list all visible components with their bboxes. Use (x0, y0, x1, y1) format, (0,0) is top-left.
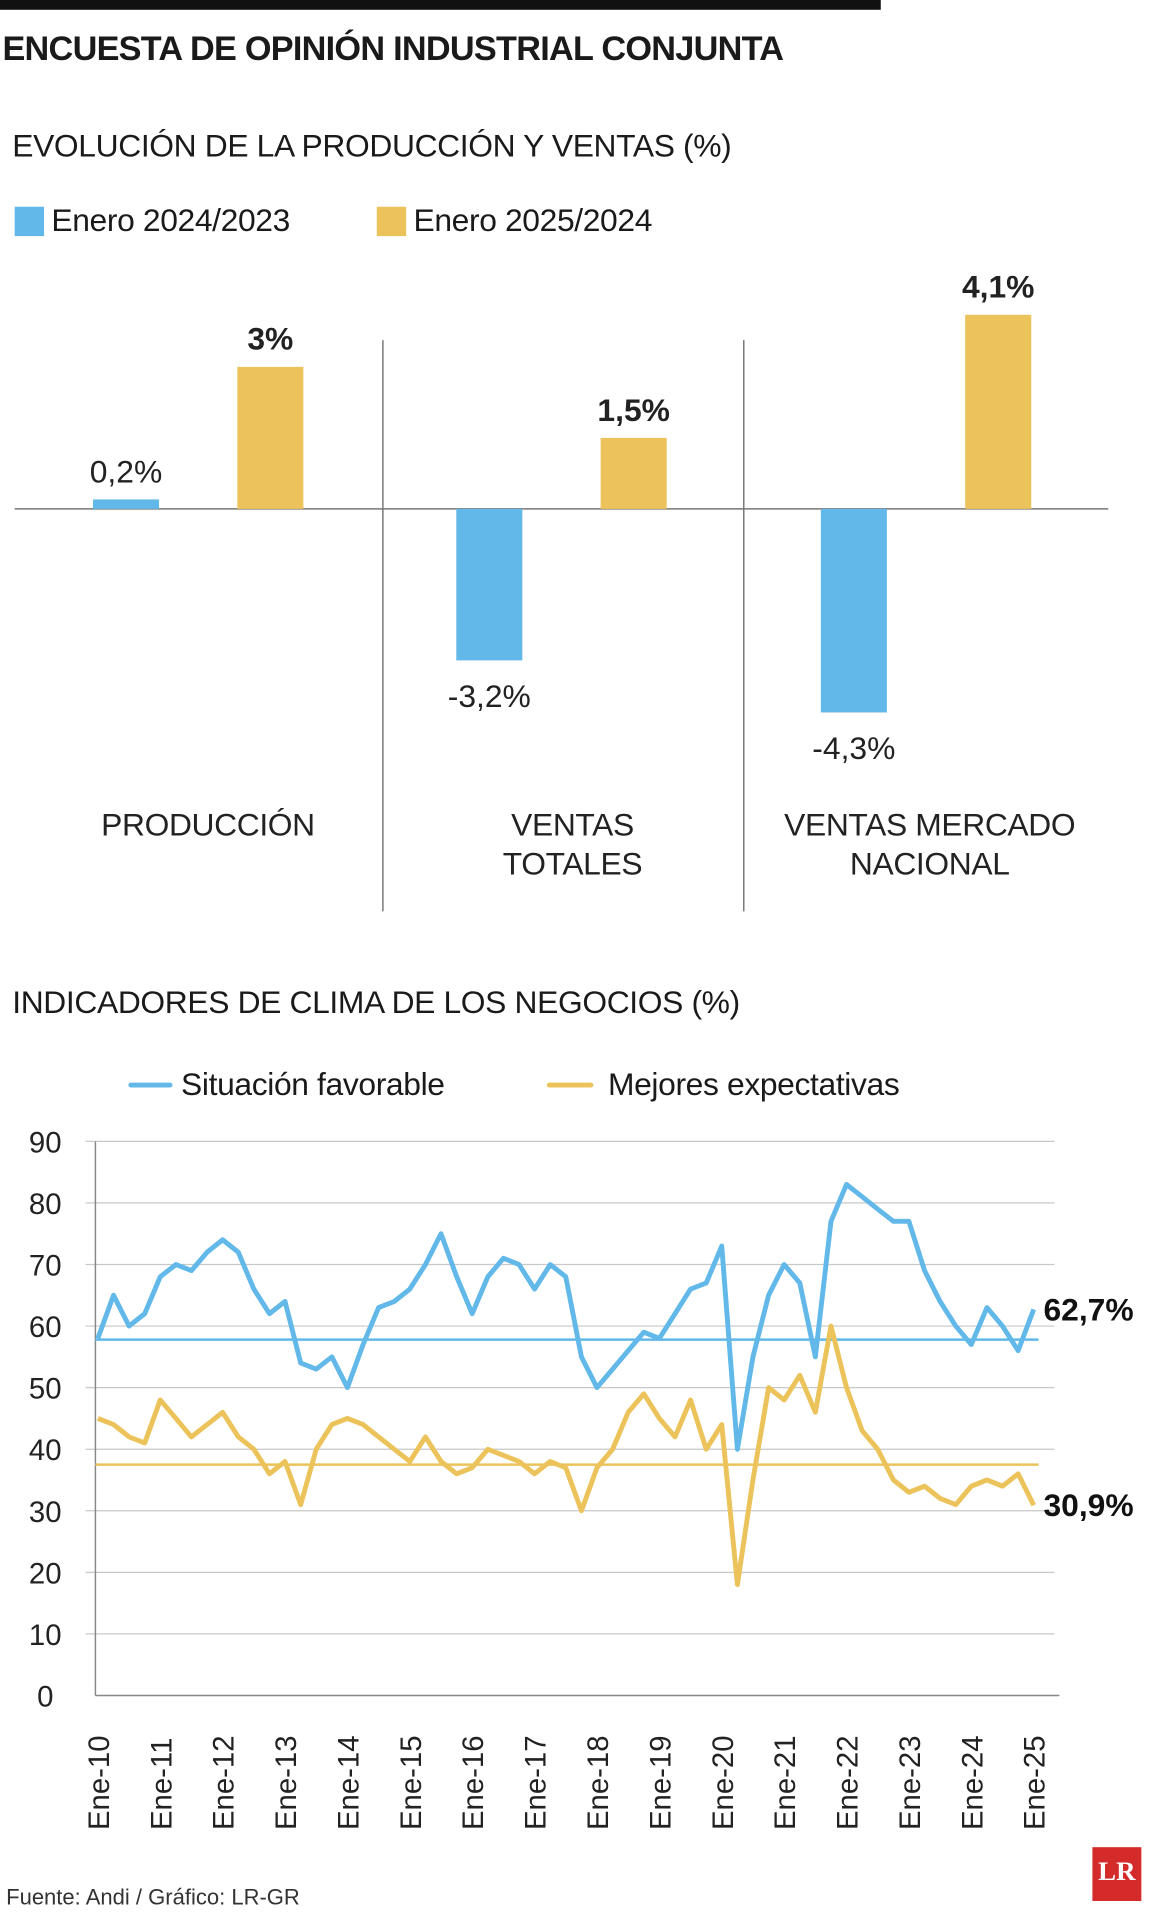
y-tick-label: 90 (29, 1126, 62, 1159)
y-tick-label: 20 (29, 1557, 62, 1590)
page-title: ENCUESTA DE OPINIÓN INDUSTRIAL CONJUNTA (2, 29, 784, 68)
x-tick-label: Ene-24 (956, 1735, 989, 1830)
x-tick-label: Ene-21 (769, 1735, 802, 1830)
y-tick-label: 70 (29, 1249, 62, 1282)
y-tick-label: 80 (29, 1188, 62, 1221)
data-label: 0,2% (90, 453, 162, 489)
source-note: Fuente: Andi / Gráfico: LR-GR (6, 1885, 300, 1910)
legend-label: Mejores expectativas (607, 1065, 900, 1103)
category-label: NACIONAL (850, 846, 1010, 882)
legend-line-blue (128, 1082, 173, 1088)
legend-label: Enero 2025/2024 (413, 201, 653, 239)
logo-text: LR (1098, 1855, 1136, 1887)
x-tick-label: Ene-10 (83, 1735, 116, 1830)
end-value-label: 62,7% (1043, 1291, 1133, 1327)
x-tick-label: Ene-13 (270, 1735, 303, 1830)
bar (92, 499, 160, 509)
x-tick-label: Ene-20 (707, 1735, 740, 1830)
end-value-label: 30,9% (1043, 1487, 1133, 1523)
x-tick-label: Ene-17 (520, 1735, 553, 1830)
data-label: 1,5% (597, 392, 669, 428)
x-tick-label: Ene-19 (644, 1735, 677, 1830)
legend-label: Enero 2024/2023 (51, 201, 290, 239)
legend-swatch-blue (14, 206, 45, 237)
x-tick-label: Ene-25 (1019, 1735, 1052, 1830)
line-chart-title: INDICADORES DE CLIMA DE LOS NEGOCIOS (%) (12, 983, 740, 1021)
bar (965, 314, 1032, 509)
category-label: VENTAS (511, 807, 634, 843)
bar (237, 366, 304, 509)
bar-chart: 0,2% -3,2% -4,3% 3% 1,5% 4,1% PRODUCCIÓN VENTAS… (14, 269, 1109, 912)
x-tick-label: Ene-16 (457, 1735, 490, 1830)
category-label: TOTALES (503, 846, 642, 882)
data-label: -3,2% (448, 678, 531, 714)
legend-swatch-yellow (376, 206, 407, 237)
y-tick-label: 40 (29, 1434, 62, 1467)
bar (600, 437, 667, 509)
x-tick-label: Ene-23 (894, 1735, 927, 1830)
y-tick-label: 30 (29, 1496, 62, 1529)
x-tick-label: Ene-12 (208, 1735, 241, 1830)
y-tick-label: 50 (29, 1373, 62, 1406)
legend-line-yellow (546, 1082, 594, 1088)
data-label: -4,3% (812, 730, 895, 766)
bar-chart-title: EVOLUCIÓN DE LA PRODUCCIÓN Y VENTAS (%) (12, 127, 732, 164)
line-chart: 0 10 20 30 40 50 60 70 80 90 Ene-10 Ene-11 Ene-12 Ene… (29, 1126, 1134, 1830)
y-tick-label: 10 (29, 1619, 62, 1652)
x-tick-label: Ene-14 (332, 1735, 365, 1830)
legend-label: Situación favorable (181, 1065, 445, 1103)
bar (820, 508, 887, 713)
data-label: 3% (247, 321, 293, 357)
y-tick-label: 60 (29, 1311, 62, 1344)
data-label: 4,1% (962, 269, 1034, 305)
x-tick-label: Ene-18 (582, 1735, 615, 1830)
category-label: PRODUCCIÓN (101, 807, 315, 843)
lr-logo: LR (1092, 1847, 1142, 1902)
series-line (95, 1181, 1036, 1452)
top-rule (0, 0, 881, 10)
x-tick-label: Ene-11 (145, 1738, 178, 1830)
category-label: VENTAS MERCADO (784, 807, 1075, 843)
x-tick-label: Ene-15 (395, 1735, 428, 1830)
bar (456, 508, 523, 661)
y-tick-label: 0 (37, 1681, 53, 1714)
series-line (96, 1323, 1036, 1588)
x-tick-label: Ene-22 (832, 1735, 865, 1830)
